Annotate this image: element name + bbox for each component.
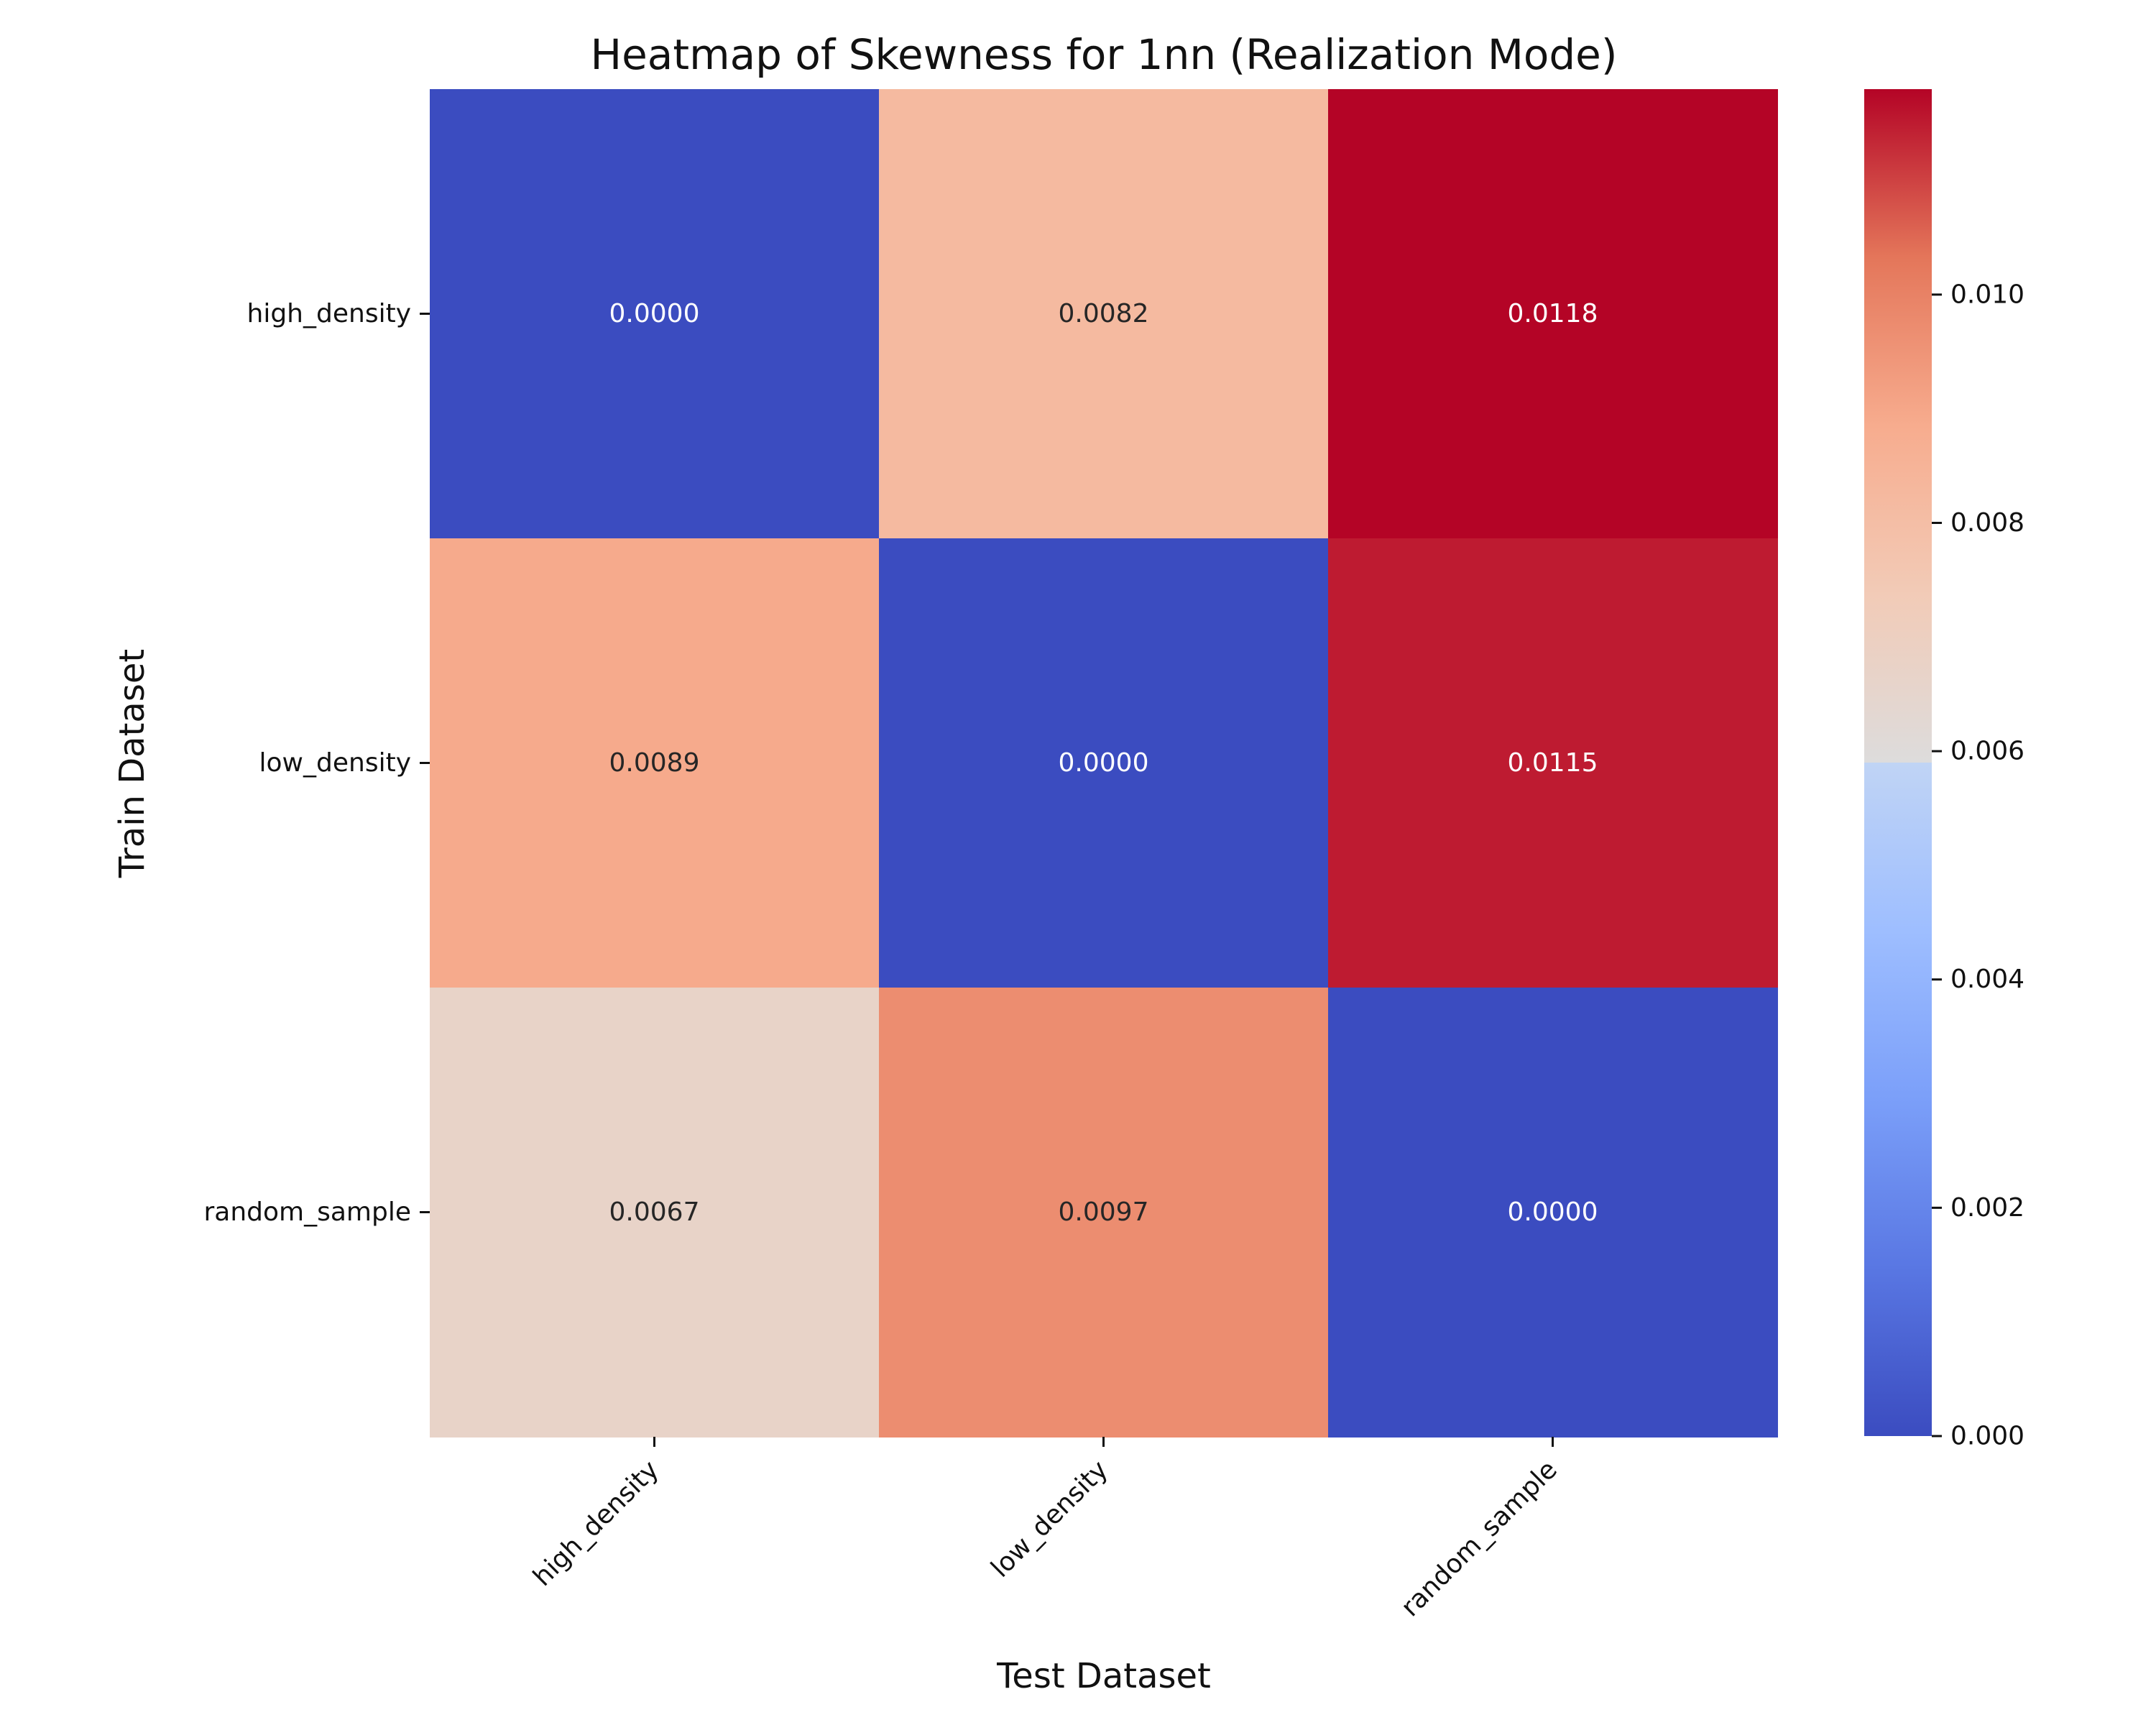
- y-tick-label: high_density: [247, 299, 411, 328]
- y-tick-label: random_sample: [203, 1197, 411, 1227]
- colorbar-gradient: [1864, 89, 1932, 1436]
- cell-value-label: 0.0000: [1059, 748, 1149, 778]
- colorbar-tick-label: 0.000: [1950, 1422, 2024, 1451]
- heatmap-cell: [879, 538, 1329, 988]
- y-axis: high_density low_density random_sample: [203, 299, 430, 1227]
- heatmap-cell: [1328, 538, 1778, 988]
- x-axis-label: Test Dataset: [996, 1656, 1211, 1696]
- heatmap-cell: [430, 538, 880, 988]
- y-tick-label: low_density: [259, 748, 411, 778]
- colorbar-tick-label: 0.004: [1950, 965, 2024, 994]
- heatmap-cell: [879, 89, 1329, 539]
- colorbar-tick-label: 0.010: [1950, 280, 2024, 309]
- x-tick-label: random_sample: [1396, 1455, 1563, 1622]
- x-axis: high_density low_density random_sample: [528, 1437, 1563, 1622]
- chart-title: Heatmap of Skewness for 1nn (Realization…: [591, 30, 1618, 79]
- colorbar-tick-label: 0.008: [1950, 508, 2024, 538]
- colorbar: 0.000 0.002 0.004 0.006 0.008 0.010: [1864, 89, 2024, 1451]
- heatmap-cell: [430, 988, 880, 1438]
- heatmap-cell: [430, 89, 880, 539]
- x-tick-label: high_density: [528, 1455, 665, 1592]
- x-tick-label: low_density: [985, 1455, 1114, 1583]
- cell-value-label: 0.0115: [1508, 748, 1598, 778]
- cell-value-label: 0.0067: [609, 1197, 700, 1227]
- heatmap-cell: [879, 988, 1329, 1438]
- y-axis-label: Train Dataset: [112, 649, 152, 878]
- heatmap-cell-labels: 0.0000 0.0082 0.0118 0.0089 0.0000 0.0115 0.00…: [609, 299, 1598, 1227]
- heatmap-cells: [430, 89, 1778, 1438]
- cell-value-label: 0.0118: [1508, 299, 1598, 328]
- colorbar-tick-label: 0.006: [1950, 737, 2024, 766]
- colorbar-tick-label: 0.002: [1950, 1193, 2024, 1223]
- cell-value-label: 0.0097: [1059, 1197, 1149, 1227]
- heatmap-cell: [1328, 89, 1778, 539]
- cell-value-label: 0.0089: [609, 748, 700, 778]
- cell-value-label: 0.0000: [1508, 1197, 1598, 1227]
- heatmap-cell: [1328, 988, 1778, 1438]
- cell-value-label: 0.0000: [609, 299, 700, 328]
- cell-value-label: 0.0082: [1059, 299, 1149, 328]
